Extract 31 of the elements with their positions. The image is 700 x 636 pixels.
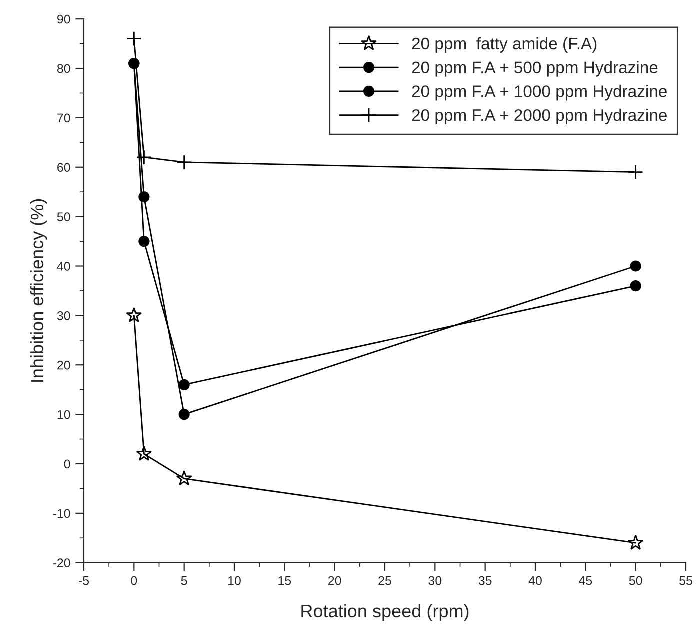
y-tick-label: -10 — [53, 509, 70, 518]
y-tick-label: 20 — [58, 360, 70, 370]
legend-label: 20 ppm F.A + 500 ppm Hydrazine — [412, 61, 658, 77]
x-tick-label: 25 — [378, 576, 392, 586]
x-tick-label: 10 — [228, 576, 241, 586]
x-tick-label: 30 — [428, 576, 442, 586]
x-tick-label: 20 — [328, 576, 342, 586]
x-tick-label: 45 — [579, 576, 592, 586]
y-tick-label: 40 — [57, 262, 70, 271]
x-tick-label: 0 — [131, 576, 138, 586]
legend-label: 20 ppm F.A + 2000 ppm Hydrazine — [412, 109, 667, 125]
legend-label: 20 ppm fatty amide (F.A) — [412, 37, 597, 53]
x-tick-label: 50 — [629, 576, 642, 586]
legend-label: 20 ppm F.A + 1000 ppm Hydrazine — [412, 85, 667, 101]
y-tick-label: 70 — [58, 114, 70, 123]
x-tick-label: 5 — [181, 576, 188, 586]
x-axis-title: Rotation speed (rpm) — [302, 604, 469, 622]
y-tick-label: -20 — [53, 558, 70, 568]
x-tick-label: 55 — [680, 576, 692, 586]
y-tick-label: 60 — [58, 163, 70, 172]
y-tick-label: 10 — [58, 410, 70, 420]
y-tick-label: 90 — [57, 14, 70, 24]
x-tick-label: 15 — [278, 576, 292, 586]
x-tick-label: -5 — [79, 576, 90, 586]
y-tick-label: 80 — [57, 64, 70, 74]
y-tick-label: 30 — [57, 311, 70, 320]
y-axis-title: Inhibition efficiency (%) — [30, 199, 48, 382]
x-tick-label: 40 — [528, 576, 542, 586]
y-tick-label: 50 — [57, 212, 70, 222]
y-tick-label: 0 — [64, 460, 70, 469]
x-tick-label: 35 — [478, 576, 492, 586]
